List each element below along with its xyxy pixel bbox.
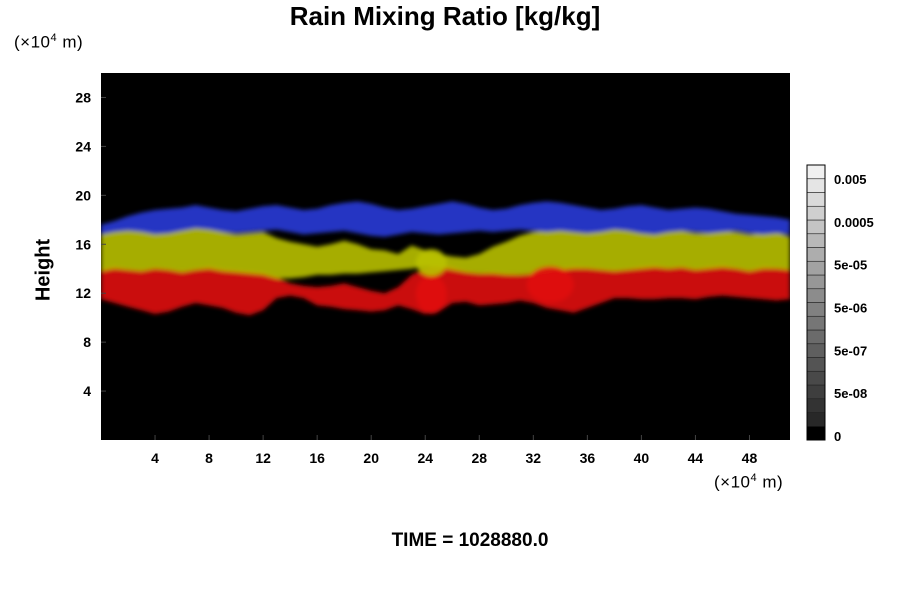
band-red-swirl: [526, 266, 574, 303]
colorbar-cell: [806, 288, 826, 303]
y-tick-label: 24: [75, 138, 91, 154]
x-scale-post: m): [757, 472, 784, 492]
colorbar-cell: [806, 205, 826, 221]
x-scale-pre: (×10: [714, 472, 751, 492]
colorbar-cell: [806, 302, 826, 317]
colorbar-cell: [806, 357, 826, 372]
colorbar-label: 5e-08: [834, 386, 867, 401]
colorbar-label: 0.005: [834, 172, 867, 187]
y-scale-label: (×104 m): [14, 32, 83, 53]
y-tick-label: 12: [75, 285, 91, 301]
colorbar-label: 5e-05: [834, 258, 867, 273]
x-scale-label: (×104 m): [714, 472, 783, 493]
x-tick-label: 8: [205, 450, 213, 466]
colorbar-label: 5e-06: [834, 301, 867, 316]
colorbar-cell: [806, 247, 826, 262]
colorbar-cell: [806, 370, 826, 386]
y-scale-exp: 4: [50, 32, 58, 44]
x-tick-label: 12: [255, 450, 271, 466]
colorbar-cell: [806, 219, 826, 235]
band-blue: [101, 201, 790, 237]
x-tick-label: 36: [580, 450, 596, 466]
x-tick-label: 40: [634, 450, 650, 466]
colorbar-cell: [806, 343, 826, 358]
band-yellow-green: [101, 227, 790, 279]
x-tick-label: 20: [363, 450, 379, 466]
x-tick-label: 48: [742, 450, 758, 466]
colorbar-cell: [806, 164, 826, 180]
chart-title: Rain Mixing Ratio [kg/kg]: [289, 1, 601, 31]
x-tick-label: 16: [309, 450, 325, 466]
colorbar-cell: [806, 412, 826, 427]
colorbar-cell: [806, 425, 826, 441]
time-label: TIME = 1028880.0: [391, 530, 549, 551]
colorbar-cell: [806, 274, 826, 290]
y-scale-post: m): [57, 32, 84, 52]
colorbar-cell: [806, 384, 826, 400]
colorbar-cell: [806, 233, 826, 248]
x-tick-label: 24: [417, 450, 433, 466]
x-scale-exp: 4: [750, 472, 758, 484]
colorbar-cell: [806, 178, 826, 193]
colorbar-cell: [806, 260, 826, 276]
x-tick-label: 4: [151, 450, 159, 466]
x-tick-label: 44: [688, 450, 704, 466]
colorbar-label: 5e-07: [834, 343, 867, 358]
colorbar-label: 0.0005: [834, 215, 874, 230]
y-tick-label: 16: [75, 236, 91, 252]
colorbar-frame: [806, 164, 826, 441]
x-tick-label: 32: [526, 450, 542, 466]
y-tick-label: 20: [75, 187, 91, 203]
band-yellow-bump: [415, 249, 447, 277]
y-scale-pre: (×10: [14, 32, 51, 52]
colorbar-cell: [806, 329, 826, 345]
colorbar-label: 0: [834, 429, 841, 444]
y-tick-label: 4: [83, 383, 91, 399]
colorbar-cell: [806, 315, 826, 331]
x-tick-label: 28: [471, 450, 487, 466]
colorbar-cell: [806, 398, 826, 413]
y-tick-label: 8: [83, 334, 91, 350]
y-tick-label: 28: [75, 89, 91, 105]
band-red-bump: [415, 274, 447, 314]
colorbar-cell: [806, 192, 826, 207]
